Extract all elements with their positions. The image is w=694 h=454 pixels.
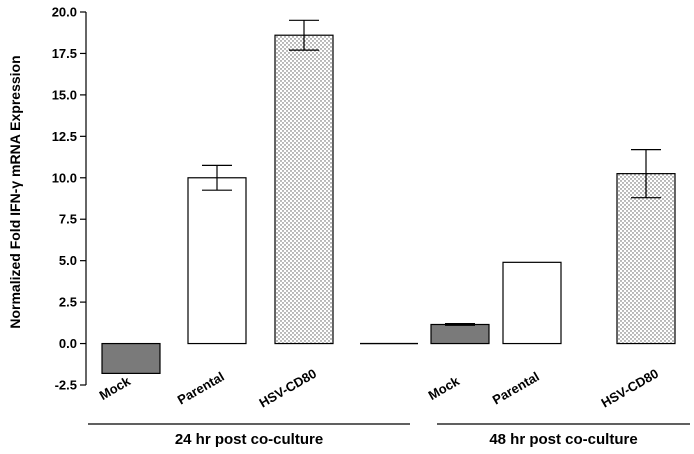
category-label: Mock — [97, 373, 134, 403]
y-tick-label: 17.5 — [52, 46, 77, 61]
y-tick-label: 2.5 — [59, 295, 77, 310]
y-tick-label: 0.0 — [59, 336, 77, 351]
bar-2-mock — [430, 323, 490, 345]
y-tick-label: 5.0 — [59, 253, 77, 268]
y-tick-label: 10.0 — [52, 170, 77, 185]
bars — [101, 19, 676, 374]
group-label: 24 hr post co-culture — [175, 431, 323, 448]
y-tick-label: 12.5 — [52, 129, 77, 144]
bar-1-mock — [101, 342, 161, 374]
bar-2-parental — [502, 261, 562, 345]
y-axis-title: Normalized Fold IFN-γ mRNA Expression — [7, 55, 23, 328]
category-label: Parental — [175, 369, 227, 408]
bar-1-hsv-cd80 — [274, 34, 334, 345]
y-axis: -2.5 0.0 2.5 5.0 7.5 10.0 12.5 15.0 17.5 20.0 — [52, 5, 87, 393]
category-label: Parental — [490, 369, 542, 408]
category-labels: Mock Parental HSV-CD80 Mock Parental HSV-CD80 — [97, 366, 661, 411]
y-tick-label: 7.5 — [59, 212, 77, 227]
category-label: HSV-CD80 — [598, 366, 661, 411]
y-tick-label: 20.0 — [52, 5, 77, 20]
bar-1-parental — [187, 177, 247, 345]
bar-2-hsv-cd80 — [616, 173, 676, 345]
category-label: HSV-CD80 — [256, 366, 319, 411]
y-tick-label: -2.5 — [55, 378, 77, 393]
y-tick-label: 15.0 — [52, 87, 77, 102]
group-labels: 24 hr post co-culture 48 hr post co-cultu… — [88, 423, 690, 448]
category-label: Mock — [426, 373, 463, 403]
group-label: 48 hr post co-culture — [489, 431, 637, 448]
